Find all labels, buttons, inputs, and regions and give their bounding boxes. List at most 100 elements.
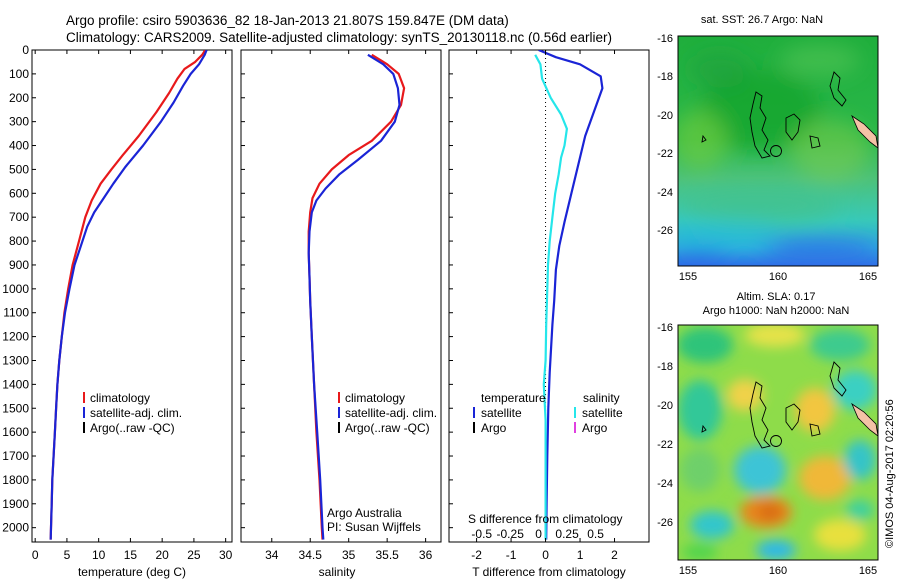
sla-ytick: -18 <box>657 361 673 373</box>
depth-axis: 0 100 200 300 400 500 600 700 800 900 1000 1100 1200… <box>2 43 453 535</box>
x-tick-label: 5 <box>64 548 71 562</box>
reef-contours <box>701 361 847 449</box>
depth-tick-label: 1100 <box>3 306 29 320</box>
x-tick-label: 30 <box>219 548 233 562</box>
temperature-chart: 0 5 10 15 20 25 30 <box>32 50 233 562</box>
sst-map: sat. SST: 26.7 Argo: NaN <box>657 14 879 283</box>
sla-texture <box>678 325 877 560</box>
s-diff-tick-label: 0.25 <box>555 527 579 541</box>
argo-australia-annotation: Argo Australia <box>327 506 402 520</box>
x-tick-label: 0 <box>32 548 39 562</box>
depth-tick-label: 800 <box>9 234 29 248</box>
sla-map-title1: Altim. SLA: 0.17 <box>737 291 816 303</box>
legend-argo-label: Argo(..raw -QC) <box>90 421 175 435</box>
reef-contours <box>701 71 847 159</box>
sst-ytick: -24 <box>657 187 673 199</box>
x-tick-label: -1 <box>506 548 517 562</box>
depth-tick-label: 900 <box>9 258 29 272</box>
depth-tick-label: 1600 <box>2 425 29 439</box>
sst-ytick: -22 <box>657 148 673 160</box>
series-line <box>538 50 604 540</box>
salinity-chart: 34 34.5 35 35.5 36 <box>265 50 433 562</box>
salinity-panel-frame <box>240 49 442 543</box>
series-group <box>49 50 208 540</box>
imos-timestamp: ©IMOS 04-Aug-2017 02:20:56 <box>884 399 896 548</box>
x-tick-label: 34.5 <box>299 548 323 562</box>
legend-satellite-label: satellite-adj. clim. <box>90 406 182 420</box>
series-group <box>534 50 604 540</box>
depth-tick-label: 300 <box>9 115 29 129</box>
sst-ytick: -26 <box>657 225 673 237</box>
sst-map-xticks: 155 160 165 <box>679 271 877 283</box>
x-tick-label: 20 <box>155 548 169 562</box>
sst-texture <box>678 44 878 266</box>
sla-xtick: 155 <box>679 565 697 577</box>
sla-ytick: -22 <box>657 439 673 451</box>
salinity-legend: climatology satellite-adj. clim. Argo(..… <box>338 391 437 435</box>
depth-tick-label: 400 <box>9 139 29 153</box>
series-group <box>307 53 406 540</box>
legend-temp-argo-label: Argo <box>481 421 507 435</box>
legend-sal-argo-label: Argo <box>582 421 608 435</box>
sst-map-yticks: -16 -18 -20 -22 -24 -26 <box>657 33 673 237</box>
sla-xtick: 165 <box>859 565 877 577</box>
sst-map-frame <box>677 35 879 267</box>
depth-tick-label: 1400 <box>2 377 29 391</box>
sla-map-yticks: -16 -18 -20 -22 -24 -26 <box>657 322 673 529</box>
x-tick-label: 15 <box>124 548 138 562</box>
difference-chart: -2 -1 0 1 2 -0.5 -0.25 0 0.25 0.5 <box>471 50 618 562</box>
header-line1: Argo profile: csiro 5903636_82 18-Jan-20… <box>66 13 509 28</box>
legend-sal-satellite-label: satellite <box>582 406 623 420</box>
sst-map-title: sat. SST: 26.7 Argo: NaN <box>701 14 823 26</box>
difference-legend: temperature satellite Argo salinity sate… <box>473 391 623 435</box>
sla-ytick: -16 <box>657 322 673 334</box>
temperature-xlabel: temperature (deg C) <box>78 565 186 579</box>
difference-xlabel: T difference from climatology <box>472 565 626 579</box>
x-tick-label: -2 <box>471 548 482 562</box>
depth-tick-label: 700 <box>9 210 29 224</box>
sst-ytick: -16 <box>657 33 673 45</box>
temperature-legend: climatology satellite-adj. clim. Argo(..… <box>83 391 182 435</box>
depth-tick-label: 100 <box>9 67 29 81</box>
s-diff-tick-label: 0 <box>535 527 542 541</box>
series-line <box>534 54 568 540</box>
x-tick-label: 1 <box>577 548 584 562</box>
pi-annotation: PI: Susan Wijffels <box>327 520 421 534</box>
s-diff-tick-label: 0.5 <box>587 527 604 541</box>
land-mass <box>851 114 878 149</box>
depth-tick-label: 1300 <box>2 353 29 367</box>
depth-tick-label: 1000 <box>2 282 29 296</box>
depth-tick-label: 1500 <box>2 401 29 415</box>
x-tick-label: 2 <box>611 548 618 562</box>
depth-tick-label: 500 <box>9 162 29 176</box>
sla-ytick: -20 <box>657 400 673 412</box>
sst-xtick: 160 <box>769 271 787 283</box>
series-line <box>307 53 401 540</box>
sst-ytick: -20 <box>657 110 673 122</box>
depth-tick-label: 1900 <box>2 497 29 511</box>
x-tick-label: 34 <box>265 548 279 562</box>
depth-tick-label: 2000 <box>2 521 29 535</box>
sst-xtick: 165 <box>859 271 877 283</box>
depth-tick-label: 200 <box>9 91 29 105</box>
series-line <box>49 50 207 540</box>
temperature-panel-frame <box>31 49 233 543</box>
depth-tick-label: 0 <box>22 43 29 57</box>
sla-map-frame <box>677 324 879 561</box>
legend-salinity-title: salinity <box>583 391 620 405</box>
s-diff-tick-label: -0.25 <box>497 527 525 541</box>
salinity-xlabel: salinity <box>319 565 356 579</box>
sla-map-xticks: 155 160 165 <box>679 565 877 577</box>
legend-climatology-label: climatology <box>90 391 150 405</box>
sla-xtick: 160 <box>769 565 787 577</box>
legend-satellite-label: satellite-adj. clim. <box>345 406 437 420</box>
sla-ytick: -26 <box>657 517 673 529</box>
depth-tick-label: 1800 <box>2 473 29 487</box>
x-tick-label: 35.5 <box>375 548 399 562</box>
sla-map-title2: Argo h1000: NaN h2000: NaN <box>703 305 850 317</box>
legend-climatology-label: climatology <box>345 391 405 405</box>
series-line <box>49 50 208 540</box>
x-tick-label: 36 <box>419 548 433 562</box>
